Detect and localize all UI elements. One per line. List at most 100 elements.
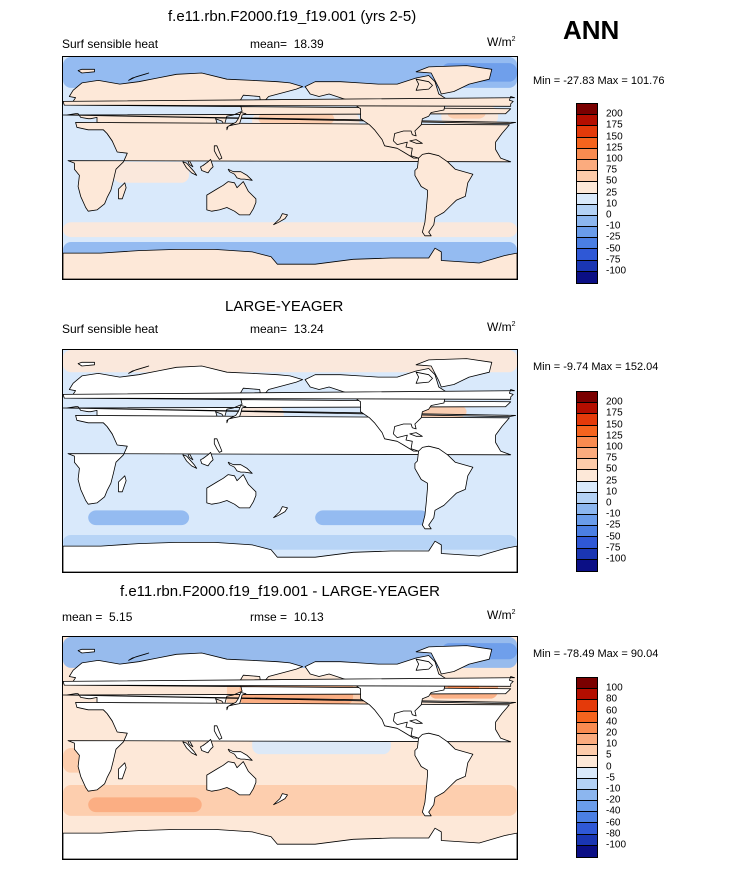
colorbar-swatch [577,812,597,824]
continent-baffin [415,371,433,384]
colorbar-swatch [577,756,597,768]
colorbar-tick-label: -50 [606,531,621,543]
colorbar-swatch [577,689,597,701]
colorbar-tick-label: 5 [606,749,612,761]
continent-madagascar [118,475,127,493]
continent-baffin [415,658,433,671]
continent-svalbard [77,68,95,74]
colorbar-swatch [577,414,597,426]
colorbar-swatch [577,271,597,283]
colorbar-tick-label: 80 [606,693,618,705]
continent-madagascar [118,182,127,200]
colorbar-swatch [577,193,597,205]
colorbar-swatch [577,845,597,857]
colorbar-swatch [577,722,597,734]
colorbar-swatch [577,537,597,549]
colorbar-tick-label: 75 [606,452,618,464]
colorbar-tick-label: 50 [606,175,618,187]
continent-antarctica [63,827,517,859]
continent-novaya [128,365,150,374]
continent-novaya [128,72,150,81]
colorbar-tick-label: 75 [606,164,618,176]
field-patch [63,222,517,238]
panel-2-mean-value: 13.24 [293,322,324,336]
colorbar-swatch [577,789,597,802]
continent-cuba [409,139,423,144]
panel-1-mean-value: 18.39 [293,37,324,51]
panel-3-left: mean = 5.15 [62,610,132,624]
colorbar-tick-label: 0 [606,209,612,221]
field-patch [88,510,190,526]
continent-samerica [414,445,474,530]
colorbar-tick-label: 20 [606,727,618,739]
colorbar-tick-label: -100 [606,839,627,851]
colorbar-swatch [577,447,597,460]
season-label: ANN [563,15,620,45]
colorbar-swatch [577,548,597,560]
colorbar-swatch [577,159,597,172]
field-patch [63,350,517,373]
continent-australia [206,474,257,509]
colorbar-swatch [577,526,597,538]
field-patch [113,161,190,183]
colorbar-swatch [577,104,597,116]
colorbar-swatch [577,403,597,415]
colorbar-swatch [577,470,597,482]
colorbar-tick-label: 60 [606,705,618,717]
colorbar-tick-label: -10 [606,220,621,232]
colorbar-tick-label: -60 [606,817,621,829]
panel-1-unit: W/m2 [487,35,516,49]
colorbar-swatch [577,778,597,790]
panel-2-variable: Surf sensible heat [62,322,159,336]
panel-3-unit: W/m2 [487,608,516,622]
colorbar-swatch [577,249,597,261]
colorbar-swatch [577,834,597,846]
continent-britain [63,96,515,107]
continent-philippines [213,725,223,740]
continent-borneo [200,739,214,754]
continent-sumatra [182,454,198,469]
panel-3-title: f.e11.rbn.F2000.f19_f19.001 - LARGE-YEAG… [120,583,440,600]
colorbar-tick-label: -10 [606,783,621,795]
continent-baffin [415,78,433,91]
colorbar-swatch [577,238,597,250]
colorbar-swatch [577,492,597,504]
colorbar-tick-label: -25 [606,231,621,243]
continent-samerica [414,152,474,237]
colorbar-tick-label: 10 [606,198,618,210]
continent-cuba [409,432,423,437]
continent-nz [273,793,288,806]
continent-philippines [213,145,223,160]
colorbar-tick-label: 200 [606,108,623,120]
colorbar-tick-label: 25 [606,187,618,199]
panel-2-minmax: Min = -9.74 Max = 152.04 [533,361,659,373]
panel-3-unit-text: W/m [487,608,512,622]
colorbar-swatch [577,745,597,757]
colorbar-swatch [577,215,597,228]
panel-3-minmax: Min = -78.49 Max = 90.04 [533,648,659,660]
panel-3-rmse: rmse = 10.13 [250,610,324,624]
colorbar-tick-label: -25 [606,519,621,531]
continent-novaya [128,652,150,661]
colorbar-swatch [577,137,597,149]
continent-greenland [415,65,493,95]
panel-3-unit-sup: 2 [511,609,516,616]
continent-greenland [415,358,493,388]
panel-3-colorbar [576,677,598,858]
colorbar-swatch [577,733,597,746]
colorbar-swatch [577,700,597,712]
colorbar-tick-label: 150 [606,131,623,143]
continent-britain [63,389,515,400]
colorbar-tick-label: -40 [606,805,621,817]
colorbar-swatch [577,260,597,272]
colorbar-swatch [577,459,597,471]
continent-nz [273,506,288,519]
panel-2-unit-text: W/m [487,320,512,334]
panel-1-unit-text: W/m [487,35,512,49]
colorbar-tick-label: -50 [606,243,621,255]
continent-namerica [304,75,447,159]
colorbar-tick-label: -100 [606,265,627,277]
panel-2-mean: mean= 13.24 [250,322,324,336]
panel-3-mean-value: 5.15 [109,610,133,624]
field-patch [315,510,429,526]
